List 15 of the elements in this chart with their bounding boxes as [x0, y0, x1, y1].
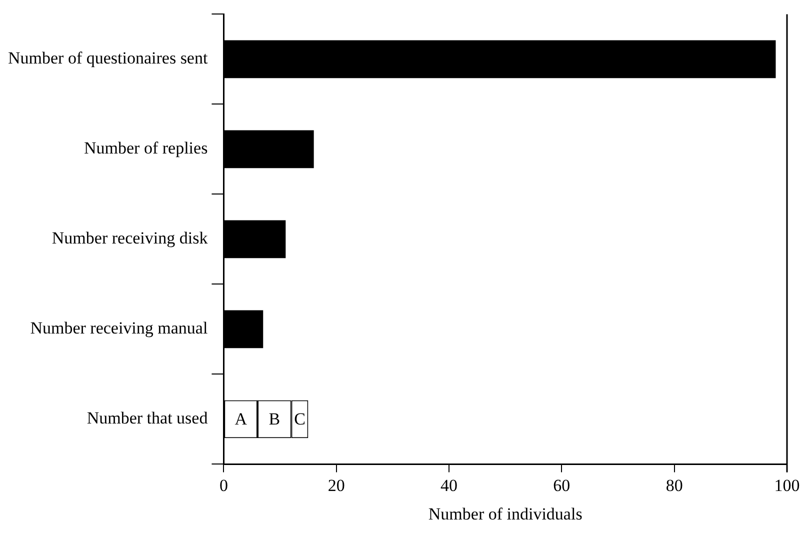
series-label: C — [294, 410, 306, 429]
x-tick-label: 100 — [774, 476, 800, 495]
series-label: A — [234, 410, 248, 429]
x-axis-title: Number of individuals — [428, 504, 582, 524]
y-tick-label: Number of replies — [84, 138, 208, 158]
x-tick-label: 20 — [328, 476, 345, 495]
x-tick-label: 0 — [219, 476, 228, 495]
x-tick-label: 80 — [666, 476, 683, 495]
y-tick-label: Number of questionaires sent — [8, 48, 208, 68]
series-label: B — [268, 410, 280, 429]
x-tick-label: 40 — [440, 476, 458, 495]
x-tick-label: 60 — [553, 476, 570, 495]
y-tick-label: Number receiving manual — [30, 318, 208, 338]
y-tick-label: Number that used — [86, 408, 208, 428]
y-tick-label: Number receiving disk — [52, 228, 208, 248]
